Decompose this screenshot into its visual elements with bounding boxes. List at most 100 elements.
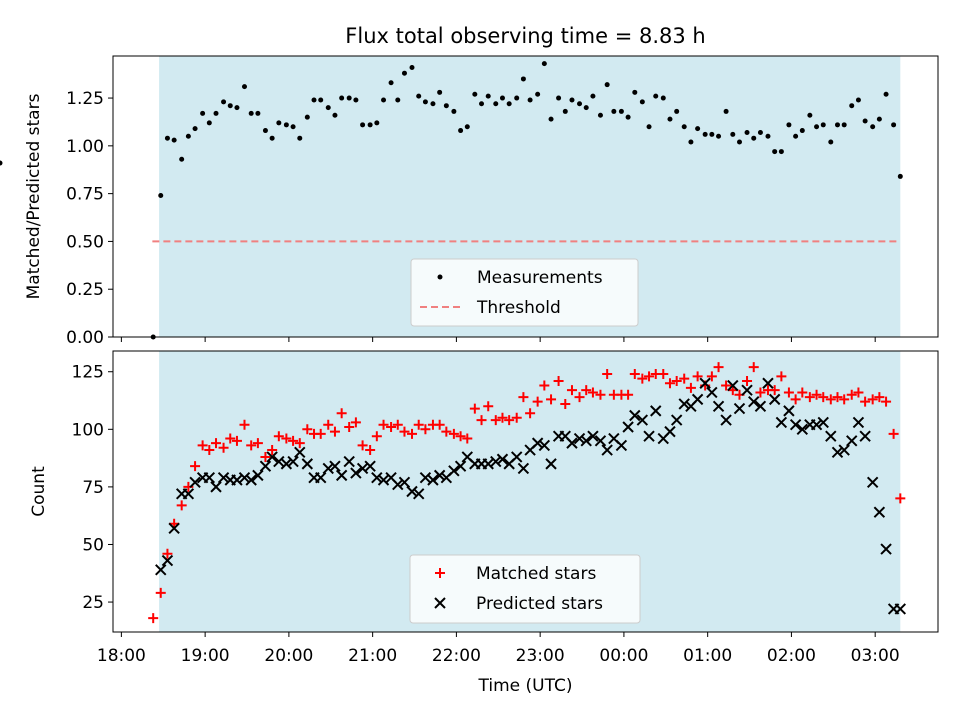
x-tick-label: 21:00: [348, 646, 397, 666]
predicted-star-point: [168, 522, 180, 535]
matched-star-point: [294, 438, 305, 449]
predicted-star-point: [419, 471, 432, 484]
measurement-point: [234, 105, 240, 111]
measurement-point: [374, 120, 380, 126]
matched-star-point: [155, 587, 166, 598]
measurement-point: [667, 116, 673, 122]
legend-label-predicted: Predicted stars: [476, 594, 603, 614]
measurement-point: [185, 133, 191, 139]
matched-star-point: [329, 426, 340, 437]
matched-star-point: [148, 613, 159, 624]
measurement-point: [625, 114, 631, 120]
bottom-legend: Matched stars Predicted stars: [409, 554, 641, 624]
predicted-star-point: [182, 488, 195, 500]
predicted-star-point: [427, 474, 439, 486]
predicted-star-point: [454, 460, 467, 472]
measurement-point: [200, 110, 206, 116]
measurement-point: [430, 101, 436, 107]
predicted-star-point: [706, 386, 718, 399]
measurement-point: [422, 99, 428, 105]
measurement-point: [757, 129, 763, 135]
measurement-point: [590, 93, 596, 99]
measurement-point: [290, 124, 296, 130]
measurement-point: [688, 139, 694, 145]
matched-star-point: [371, 431, 382, 442]
measurement-point: [562, 108, 568, 114]
predicted-star-point: [322, 462, 334, 475]
matched-star-point: [197, 440, 208, 451]
bottom-panel: 25 50 75 100 125 18:00 19:00 20:00 21:00 22:00 23…: [29, 351, 939, 696]
matched-star-point: [895, 493, 906, 504]
measurement-point: [255, 110, 261, 116]
measurement-point: [367, 122, 373, 128]
predicted-star-point: [398, 476, 411, 488]
matched-star-point: [888, 428, 899, 439]
matched-star-point: [623, 389, 634, 400]
matched-star-point: [490, 415, 501, 426]
x-axis-label: Time (UTC): [478, 676, 573, 696]
measurement-point: [158, 193, 164, 199]
predicted-star-point: [852, 416, 865, 429]
predicted-star-point: [482, 458, 494, 470]
predicted-star-point: [733, 402, 746, 415]
matched-star-point: [658, 369, 669, 380]
predicted-star-point: [789, 418, 802, 431]
measurement-point: [458, 128, 464, 134]
measurement-point: [283, 122, 289, 128]
measurement-point: [556, 95, 562, 101]
predicted-star-point: [510, 451, 523, 463]
matched-star-point: [721, 380, 732, 391]
measurement-point: [736, 139, 742, 145]
predicted-star-point: [762, 377, 774, 389]
measurement-point: [192, 126, 198, 132]
matched-star-point: [832, 392, 843, 403]
measurement-point: [870, 124, 876, 130]
predicted-star-point: [748, 395, 760, 408]
matched-star-point: [218, 442, 229, 453]
x-tick-label: 20:00: [264, 646, 313, 666]
matched-star-point: [804, 392, 815, 403]
measurement-point: [276, 120, 282, 126]
matched-star-point: [162, 548, 173, 559]
top-legend-box: [410, 258, 639, 327]
matched-star-point: [560, 398, 571, 409]
predicted-star-point: [356, 462, 369, 475]
predicted-star-point: [636, 414, 649, 426]
matched-star-point: [267, 445, 278, 456]
matched-star-point: [713, 362, 724, 373]
matched-star-point: [874, 392, 885, 403]
matched-star-point: [525, 408, 536, 419]
predicted-star-point: [880, 543, 892, 555]
matched-star-point: [867, 394, 878, 405]
matched-star-point: [860, 396, 871, 407]
top-y-tick-label: 1.00: [66, 137, 104, 157]
top-y-tick-label: 0.75: [66, 185, 104, 205]
matched-star-point: [231, 435, 242, 446]
predicted-star-point: [377, 474, 390, 486]
measurement-point: [241, 84, 247, 90]
x-tick-label: 23:00: [516, 646, 565, 666]
predicted-star-point: [650, 405, 662, 417]
measurement-point: [346, 95, 352, 101]
x-tick-label: 01:00: [683, 646, 732, 666]
bottom-y-tick-label: 125: [72, 363, 104, 383]
matched-star-point: [546, 394, 557, 405]
predicted-star-point: [622, 421, 634, 433]
measurement-point: [604, 82, 610, 88]
measurement-point: [514, 95, 520, 101]
predicted-star-point: [664, 425, 676, 438]
predicted-star-point: [678, 398, 690, 410]
matched-star-point: [239, 419, 250, 430]
predicted-star-point: [329, 460, 341, 472]
measurement-point: [891, 122, 897, 128]
measurement-point: [388, 80, 394, 86]
predicted-star-point: [796, 423, 809, 436]
matched-star-point: [323, 419, 334, 430]
matched-star-point: [441, 426, 452, 437]
predicted-star-point: [155, 564, 167, 576]
predicted-star-point: [490, 455, 502, 468]
matched-star-point: [706, 371, 717, 382]
measurement-point: [876, 116, 882, 122]
matched-star-point: [365, 445, 376, 456]
top-plot-frame: [112, 55, 939, 338]
